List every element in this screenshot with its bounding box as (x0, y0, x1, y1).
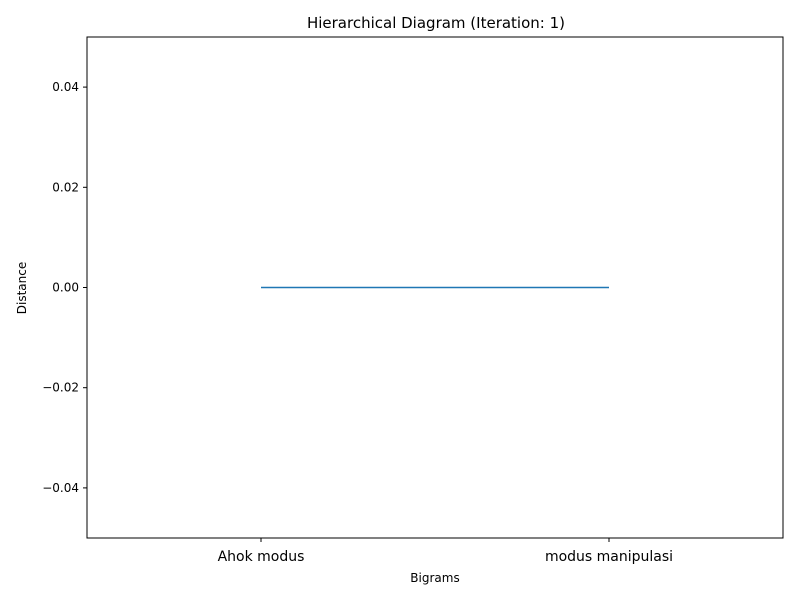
x-axis-label: Bigrams (410, 571, 459, 585)
chart-title: Hierarchical Diagram (Iteration: 1) (307, 14, 565, 32)
x-tick-label: Ahok modus (218, 549, 305, 565)
y-tick-label: 0.00 (52, 281, 79, 295)
x-axis: Ahok modus modus manipulasi (218, 538, 673, 565)
y-axis-label: Distance (15, 262, 29, 314)
x-tick-label: modus manipulasi (545, 549, 673, 565)
y-tick-label: 0.04 (52, 80, 79, 94)
y-tick-label: −0.02 (42, 381, 79, 395)
y-axis: 0.04 0.02 0.00 −0.02 −0.04 (42, 80, 87, 495)
y-tick-label: −0.04 (42, 481, 79, 495)
y-tick-label: 0.02 (52, 180, 79, 194)
